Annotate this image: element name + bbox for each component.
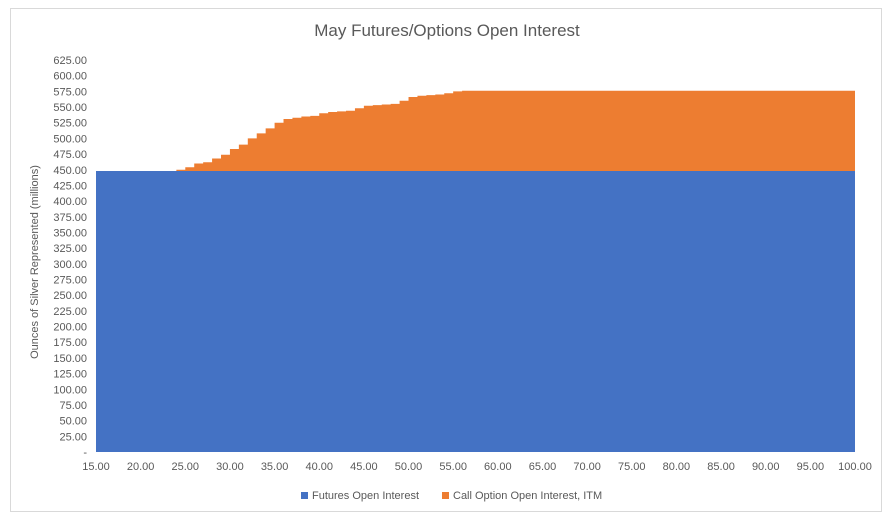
x-tick-label: 20.00 [127, 461, 155, 473]
chart-title: May Futures/Options Open Interest [314, 21, 580, 40]
x-tick-label: 40.00 [305, 461, 333, 473]
y-tick-label: 50.00 [59, 416, 87, 428]
y-tick-label: 425.00 [53, 180, 87, 192]
y-tick-label: 175.00 [53, 337, 87, 349]
x-tick-label: 45.00 [350, 461, 378, 473]
y-axis-title: Ounces of Silver Represented (millions) [29, 165, 41, 359]
x-tick-label: 50.00 [395, 461, 423, 473]
x-tick-label: 25.00 [172, 461, 200, 473]
y-tick-label: 450.00 [53, 165, 87, 177]
x-tick-label: 90.00 [752, 461, 780, 473]
y-tick-label: 25.00 [59, 431, 87, 443]
y-tick-label: - [83, 447, 87, 459]
y-tick-label: 475.00 [53, 149, 87, 161]
y-tick-label: 375.00 [53, 212, 87, 224]
x-tick-label: 70.00 [573, 461, 601, 473]
x-tick-label: 65.00 [529, 461, 557, 473]
y-tick-label: 600.00 [53, 71, 87, 83]
y-tick-label: 225.00 [53, 306, 87, 318]
plot-areas [96, 90, 855, 452]
y-tick-label: 75.00 [59, 400, 87, 412]
x-tick-label: 75.00 [618, 461, 646, 473]
y-tick-label: 100.00 [53, 384, 87, 396]
legend-item-call-option-open-interest-itm: Call Option Open Interest, ITM [442, 490, 602, 502]
area-futures-open-interest [96, 171, 855, 452]
y-tick-label: 275.00 [53, 275, 87, 287]
legend: Futures Open Interest Call Option Open In… [301, 490, 602, 502]
x-tick-label: 95.00 [797, 461, 825, 473]
x-tick-label: 80.00 [663, 461, 691, 473]
y-tick-label: 400.00 [53, 196, 87, 208]
x-tick-label: 100.00 [838, 461, 872, 473]
y-tick-label: 625.00 [53, 55, 87, 67]
legend-swatch [442, 492, 449, 499]
y-tick-label: 325.00 [53, 243, 87, 255]
y-tick-label: 200.00 [53, 322, 87, 334]
legend-label: Futures Open Interest [312, 490, 419, 502]
x-tick-label: 55.00 [439, 461, 467, 473]
y-tick-label: 300.00 [53, 259, 87, 271]
y-tick-label: 550.00 [53, 102, 87, 114]
y-tick-label: 250.00 [53, 290, 87, 302]
legend-label: Call Option Open Interest, ITM [453, 490, 602, 502]
y-tick-label: 150.00 [53, 353, 87, 365]
x-tick-label: 60.00 [484, 461, 512, 473]
y-tick-label: 350.00 [53, 227, 87, 239]
x-tick-label: 15.00 [82, 461, 110, 473]
area-call-option-open-interest-itm [96, 90, 855, 172]
y-tick-label: 500.00 [53, 133, 87, 145]
legend-item-futures-open-interest: Futures Open Interest [301, 490, 419, 502]
y-tick-label: 525.00 [53, 118, 87, 130]
y-tick-label: 125.00 [53, 369, 87, 381]
x-tick-label: 30.00 [216, 461, 244, 473]
x-axis-ticks: 15.00 20.00 25.00 30.00 35.00 40.00 45.00 50.00… [82, 461, 872, 473]
legend-swatch [301, 492, 308, 499]
x-tick-label: 35.00 [261, 461, 289, 473]
x-tick-label: 85.00 [707, 461, 735, 473]
y-axis-ticks: - 25.00 50.00 75.00 100.00 125.00 150.00 175.00… [53, 55, 87, 459]
y-tick-label: 575.00 [53, 86, 87, 98]
